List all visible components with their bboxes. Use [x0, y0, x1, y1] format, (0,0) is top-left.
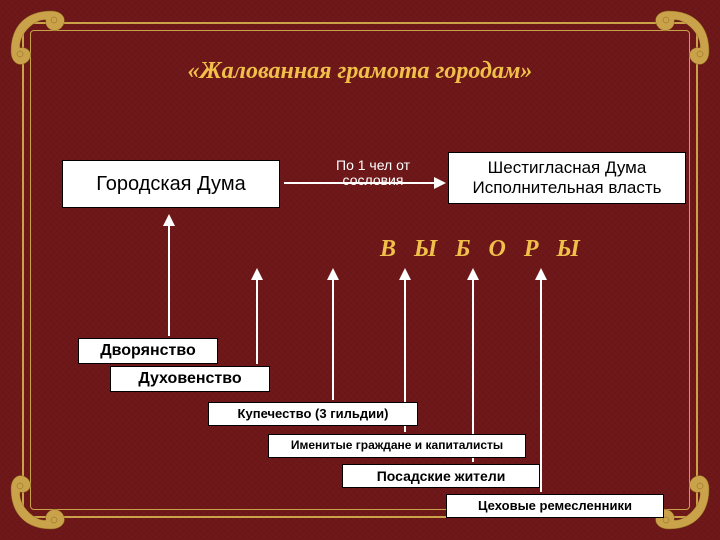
delegate-rule-label: По 1 чел от сословия [308, 158, 438, 189]
estate-box-4: Посадские жители [342, 464, 540, 488]
box-six-voice-duma: Шестигласная Дума Исполнительная власть [448, 152, 686, 204]
slide-title: «Жалованная грамота городам» [0, 58, 720, 85]
estate-box-2: Купечество (3 гильдии) [208, 402, 418, 426]
corner-ornament-bl [6, 464, 76, 534]
estate-box-5: Цеховые ремесленники [446, 494, 664, 518]
elections-label: В Ы Б О Р Ы [380, 236, 586, 263]
arrow-0 [168, 216, 170, 336]
right-box-line2: Исполнительная власть [472, 178, 661, 197]
arrow-5 [540, 270, 542, 492]
arrow-1 [256, 270, 258, 364]
slide: «Жалованная грамота городам» Городская Д… [0, 0, 720, 540]
arrow-to-right-box [284, 182, 444, 184]
estate-box-0: Дворянство [78, 338, 218, 364]
estate-box-3: Именитые граждане и капиталисты [268, 434, 526, 458]
arrow-2 [332, 270, 334, 400]
right-box-line1: Шестигласная Дума [488, 158, 647, 177]
box-city-duma: Городская Дума [62, 160, 280, 208]
estate-box-1: Духовенство [110, 366, 270, 392]
